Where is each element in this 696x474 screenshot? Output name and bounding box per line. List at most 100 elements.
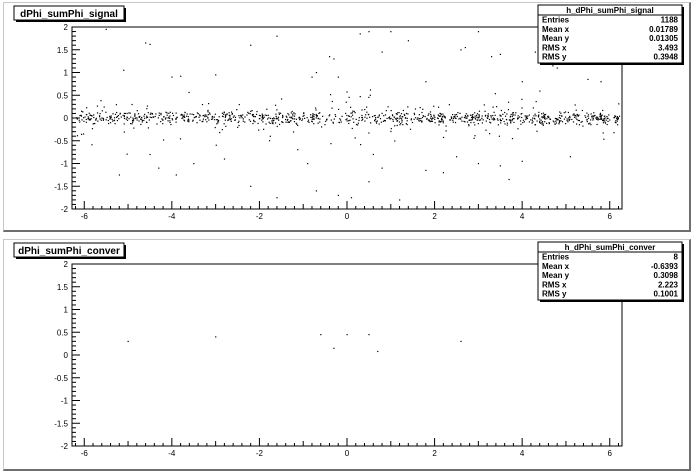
data-point — [251, 110, 253, 112]
data-point — [239, 117, 241, 119]
data-point — [222, 116, 224, 118]
data-point — [169, 115, 171, 117]
pad-conver[interactable]: -6 -4 -2 0 2 4 6 -2 -1.5 -1 -0.5 0 0.5 1 1.5 2 dPhi_sumP… — [3, 239, 691, 471]
data-point — [268, 140, 271, 142]
data-point — [521, 81, 523, 83]
pad-signal[interactable]: -6 -4 -2 0 2 4 6 -2 -1.5 -1 -0.5 0 0.5 1 1.5 2 dPhi_sumP… — [3, 2, 691, 232]
data-point — [606, 115, 608, 118]
data-point — [294, 113, 296, 115]
x-tick-label: -4 — [168, 449, 176, 458]
data-point — [115, 116, 118, 118]
data-point — [481, 122, 483, 124]
data-point — [415, 117, 417, 119]
data-point — [468, 123, 470, 126]
data-point — [477, 117, 479, 119]
data-point — [276, 197, 278, 199]
data-point — [340, 121, 342, 123]
data-point — [614, 115, 617, 117]
data-point — [81, 110, 83, 112]
data-point — [401, 119, 403, 122]
data-point — [82, 117, 85, 119]
data-point — [219, 131, 221, 134]
data-point — [590, 119, 592, 121]
data-point — [420, 119, 422, 122]
data-point — [172, 114, 175, 117]
data-point — [369, 89, 372, 91]
data-point — [158, 112, 160, 114]
data-point — [471, 118, 474, 120]
data-point — [85, 114, 88, 116]
data-point — [146, 105, 149, 107]
data-point — [282, 115, 284, 118]
data-point — [378, 115, 380, 117]
data-point — [515, 112, 517, 114]
data-point — [319, 112, 321, 114]
data-point — [477, 119, 479, 121]
data-point — [364, 108, 366, 111]
data-point — [202, 118, 205, 120]
data-point — [525, 116, 527, 118]
data-point — [333, 347, 335, 349]
data-point — [229, 116, 231, 118]
data-point — [512, 118, 514, 120]
data-point — [614, 121, 616, 124]
data-point — [218, 119, 220, 122]
data-point — [223, 113, 225, 115]
data-point — [588, 117, 590, 119]
data-point — [196, 122, 198, 124]
data-point — [112, 120, 114, 122]
data-point — [248, 119, 250, 121]
data-point — [406, 123, 408, 126]
data-point — [521, 160, 523, 162]
data-point — [461, 120, 463, 122]
data-point — [614, 115, 616, 117]
data-point — [340, 119, 342, 121]
data-point — [148, 119, 150, 121]
data-point — [144, 113, 146, 115]
signal-plot: -6 -4 -2 0 2 4 6 -2 -1.5 -1 -0.5 0 0.5 1 1.5 2 dPhi_sumP… — [13, 4, 684, 221]
data-point — [251, 114, 254, 116]
data-point — [553, 121, 555, 123]
data-point — [603, 138, 605, 140]
data-point — [519, 120, 522, 122]
data-point — [137, 113, 140, 115]
data-point — [315, 109, 317, 111]
data-point — [223, 158, 226, 160]
data-point — [454, 121, 457, 124]
data-point — [349, 106, 352, 108]
data-point — [398, 111, 400, 114]
data-point — [287, 118, 289, 121]
data-point — [613, 132, 615, 134]
data-point — [315, 72, 318, 74]
data-point — [285, 121, 287, 123]
data-point — [89, 118, 91, 120]
data-point — [133, 127, 135, 129]
data-point — [598, 118, 600, 120]
data-point — [278, 113, 281, 115]
data-point — [118, 118, 120, 120]
data-point — [466, 121, 469, 123]
data-point — [440, 113, 442, 115]
data-point — [442, 122, 444, 124]
data-point — [122, 114, 124, 117]
data-point — [422, 108, 424, 110]
data-point — [385, 110, 387, 112]
data-point — [535, 115, 537, 117]
data-point — [426, 117, 428, 120]
data-point — [392, 115, 394, 117]
data-point — [452, 113, 454, 116]
data-point — [617, 118, 619, 120]
data-point — [364, 120, 366, 122]
data-point — [238, 103, 240, 106]
data-point — [196, 112, 199, 114]
data-point — [278, 119, 280, 121]
data-point — [315, 117, 317, 119]
data-point — [555, 120, 557, 122]
stats-label: RMS y — [542, 53, 567, 62]
data-point — [453, 116, 455, 118]
data-point — [157, 117, 160, 119]
data-point — [511, 120, 513, 122]
data-point — [541, 116, 543, 118]
data-point — [591, 115, 593, 117]
data-point — [288, 114, 290, 116]
